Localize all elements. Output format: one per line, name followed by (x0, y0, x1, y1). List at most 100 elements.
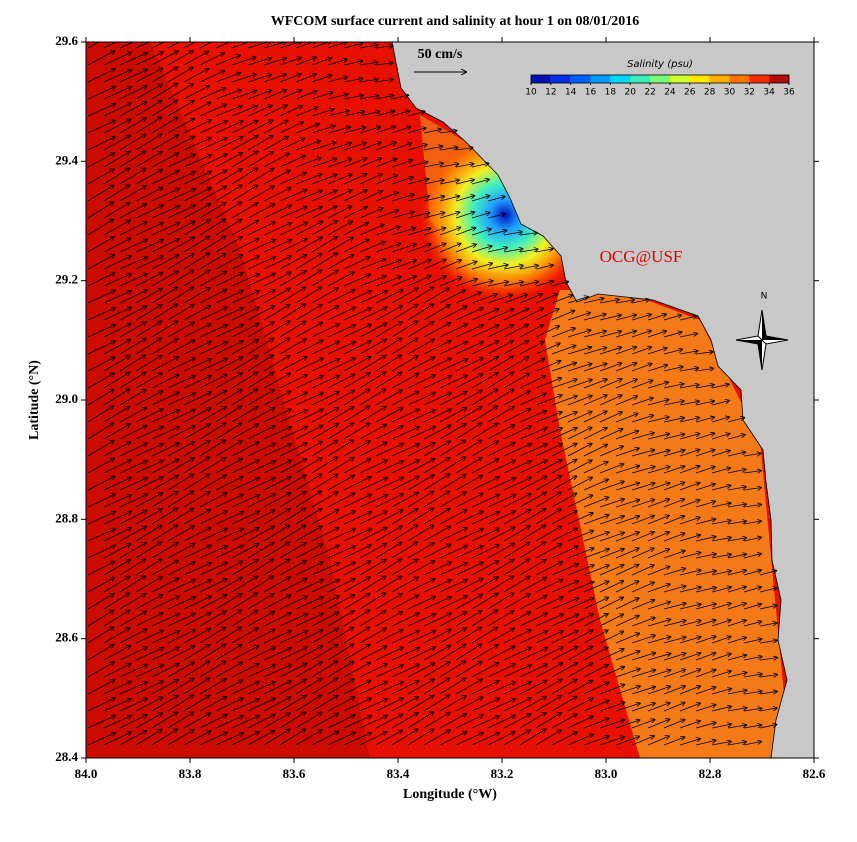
current-arrow (135, 240, 163, 253)
compass-label: N (761, 292, 768, 302)
current-arrow (487, 340, 513, 355)
current-arrow (151, 42, 166, 49)
colorbar-block (570, 75, 591, 83)
current-arrow (215, 73, 240, 83)
current-arrow (407, 213, 429, 219)
current-arrow (359, 225, 384, 236)
current-arrow (199, 342, 227, 355)
current-arrow (215, 341, 243, 355)
current-arrow (359, 259, 385, 270)
current-arrow (263, 105, 287, 117)
current-arrow (503, 357, 529, 372)
current-arrow (487, 478, 515, 491)
current-arrow (695, 417, 714, 423)
current-arrow (695, 501, 715, 508)
current-arrow (183, 253, 209, 270)
current-arrow (487, 214, 505, 219)
colorbar-tick-label: 28 (704, 88, 716, 98)
current-arrow (279, 508, 305, 525)
current-arrow (503, 444, 531, 457)
current-arrow (215, 423, 242, 440)
current-arrow (295, 74, 316, 83)
current-arrow (375, 63, 393, 65)
current-arrow (87, 390, 114, 406)
current-arrow (615, 414, 638, 423)
current-arrow (519, 265, 538, 270)
current-arrow (199, 88, 225, 100)
current-arrow (119, 53, 147, 66)
current-arrow (423, 458, 450, 474)
current-arrow (631, 380, 653, 389)
y-tick-label: 29.2 (55, 272, 78, 287)
current-arrow (487, 230, 507, 236)
current-arrow (119, 372, 146, 389)
current-arrow (103, 119, 131, 134)
current-arrow (119, 322, 146, 338)
current-arrow (263, 356, 290, 372)
current-arrow (599, 429, 623, 440)
current-arrow (471, 406, 497, 423)
current-arrow (647, 331, 666, 338)
current-arrow (407, 287, 434, 304)
current-arrow (103, 372, 130, 389)
current-arrow (359, 127, 380, 134)
current-arrow (167, 287, 193, 304)
current-arrow (199, 358, 227, 372)
current-arrow (743, 488, 761, 490)
current-arrow (327, 493, 355, 508)
current-arrow (647, 499, 669, 508)
current-arrow (263, 477, 291, 491)
current-arrow (631, 499, 654, 508)
current-arrow (295, 340, 323, 355)
current-arrow (375, 494, 403, 508)
current-arrow (119, 86, 147, 100)
current-arrow (711, 503, 731, 508)
current-arrow (679, 434, 699, 440)
current-arrow (295, 458, 322, 474)
current-arrow (87, 308, 115, 321)
current-arrow (263, 58, 286, 66)
current-arrow (151, 67, 178, 83)
current-arrow (471, 423, 498, 440)
current-arrow (519, 444, 547, 457)
current-arrow (167, 84, 193, 100)
current-arrow (551, 428, 577, 440)
current-arrow (199, 42, 213, 49)
current-arrow (503, 374, 529, 389)
current-arrow (439, 440, 466, 457)
current-arrow (295, 221, 323, 236)
current-arrow (519, 233, 537, 235)
current-arrow (295, 124, 319, 134)
current-arrow (215, 325, 243, 338)
current-arrow (151, 427, 179, 440)
current-arrow (535, 395, 562, 406)
current-arrow (119, 443, 147, 457)
current-arrow (343, 406, 369, 423)
current-arrow (135, 427, 163, 440)
current-arrow (167, 67, 193, 83)
current-arrow (599, 499, 624, 508)
current-arrow (279, 90, 301, 100)
current-arrow (103, 324, 131, 338)
current-arrow (327, 159, 352, 168)
current-arrow (695, 368, 713, 371)
current-arrow (327, 143, 351, 151)
current-arrow (519, 282, 538, 287)
current-arrow (247, 186, 274, 202)
current-arrow (727, 487, 746, 491)
current-arrow (231, 106, 257, 117)
current-arrow (199, 219, 225, 236)
current-arrow (135, 223, 163, 236)
current-arrow (327, 423, 353, 440)
current-arrow (375, 159, 397, 168)
current-arrow (375, 111, 394, 117)
current-arrow (599, 347, 621, 355)
current-arrow (215, 137, 243, 151)
current-arrow (263, 509, 290, 525)
current-arrow (407, 443, 435, 457)
current-arrow (279, 375, 307, 389)
current-arrow (103, 152, 130, 168)
current-arrow (135, 273, 163, 287)
current-arrow (263, 137, 288, 151)
current-arrow (679, 351, 698, 355)
